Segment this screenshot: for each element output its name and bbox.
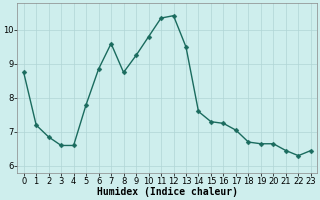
X-axis label: Humidex (Indice chaleur): Humidex (Indice chaleur) (97, 187, 238, 197)
